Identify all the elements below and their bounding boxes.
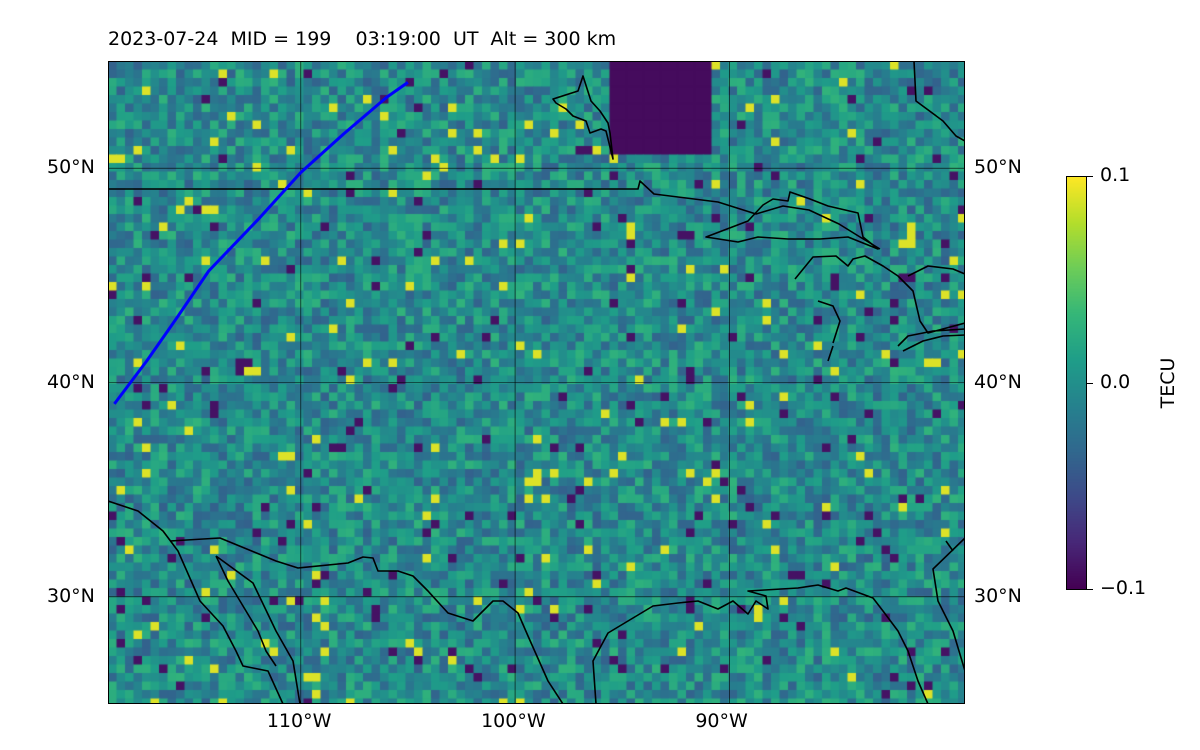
gulf-coast [592, 584, 929, 704]
colorbar-label: TECU [1157, 357, 1179, 409]
great-lakes [794, 255, 965, 362]
pacific-coast [108, 500, 301, 704]
tec-map [108, 61, 965, 704]
coastlines [108, 61, 965, 704]
y-tick-label-right: 40°N [974, 370, 1022, 393]
x-tick-label: 90°W [695, 710, 748, 732]
us-canada-border [108, 180, 881, 250]
northeast-coast [913, 61, 965, 142]
y-tick-label-left: 40°N [47, 370, 95, 393]
colorbar-tick [1087, 382, 1093, 384]
y-tick-label-left: 30°N [47, 584, 95, 607]
y-tick-label-left: 50°N [47, 156, 95, 179]
colorbar-tick-label: 0.0 [1100, 370, 1131, 393]
us-mexico-border [169, 537, 564, 704]
hudson-bay-coast [552, 75, 614, 160]
plot-title: 2023-07-24 MID = 199 03:19:00 UT Alt = 3… [108, 28, 617, 50]
x-tick-label: 100°W [481, 710, 546, 732]
colorbar-tick [1087, 589, 1093, 590]
colorbar [1066, 176, 1087, 590]
graticule [108, 61, 965, 704]
map-overlay [108, 61, 965, 704]
y-tick-label-right: 30°N [974, 584, 1022, 607]
colorbar-tick [1087, 176, 1093, 177]
colorbar-tick-label: 0.1 [1100, 164, 1131, 186]
atlantic-coast [932, 537, 965, 672]
colorbar-tick-label: −0.1 [1100, 577, 1147, 599]
y-tick-label-right: 50°N [974, 156, 1022, 179]
x-tick-label: 110°W [266, 710, 332, 732]
lake-superior [705, 191, 879, 250]
track [113, 81, 409, 405]
